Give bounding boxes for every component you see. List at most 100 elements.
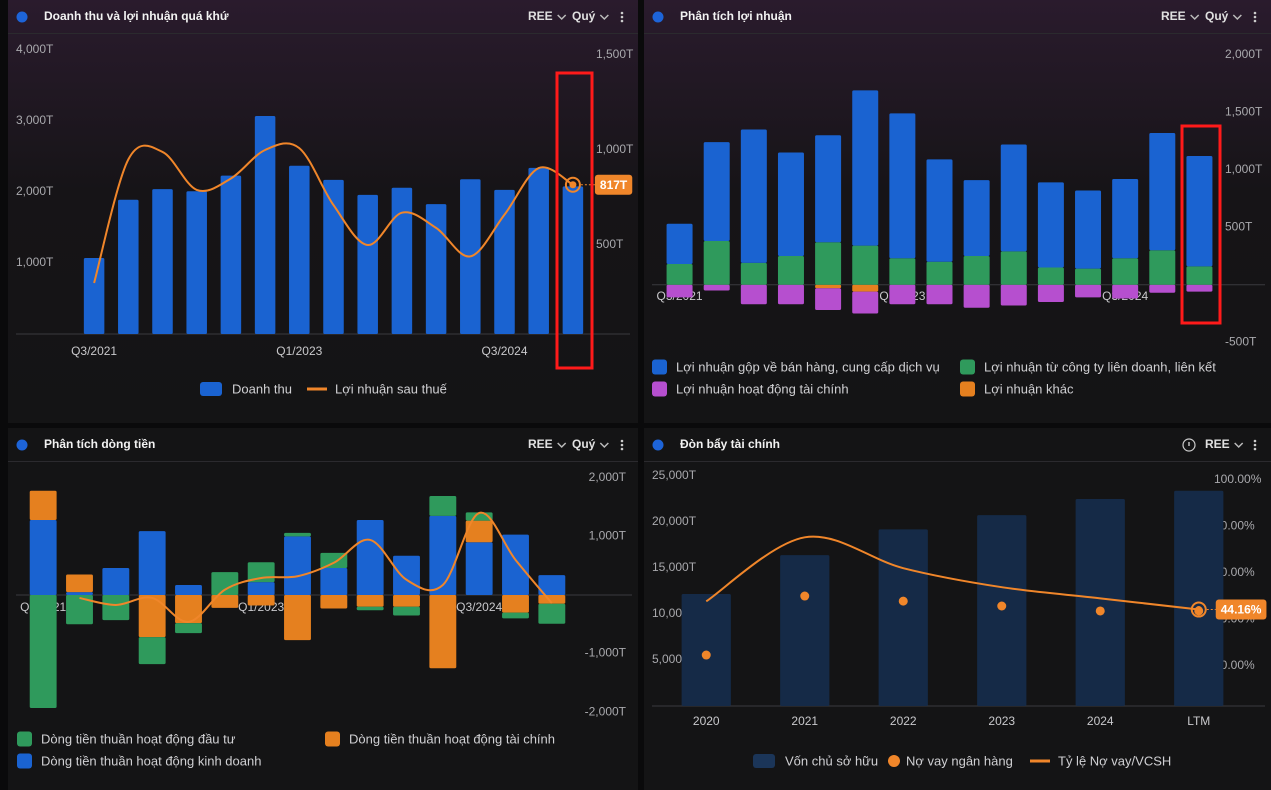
period-select[interactable]: Quý: [572, 9, 596, 23]
y-tick-label: 1,000T: [589, 529, 627, 543]
panel: [644, 428, 1271, 790]
legend-label[interactable]: Dòng tiền thuần hoạt động tài chính: [349, 731, 555, 746]
bar: [102, 595, 130, 621]
bar: [666, 264, 693, 285]
bar: [425, 204, 447, 334]
ticker-select[interactable]: REE: [528, 9, 553, 23]
bar: [66, 574, 93, 593]
legend-label[interactable]: Nợ vay ngân hàng: [906, 753, 1013, 768]
legend-swatch: [960, 381, 975, 397]
menu-icon[interactable]: [1253, 15, 1257, 19]
bar: [815, 135, 842, 243]
panel-title: Phân tích dòng tiền: [44, 437, 155, 451]
panel-icon: [652, 11, 664, 23]
y-tick-label: 15,000T: [652, 560, 697, 574]
y-tick-label: 500T: [596, 237, 624, 251]
menu-icon[interactable]: [1253, 447, 1257, 451]
y-tick-label: 1,000T: [596, 142, 634, 156]
legend-label[interactable]: Dòng tiền thuần hoạt động kinh doanh: [41, 753, 261, 768]
legend-swatch: [17, 731, 32, 747]
legend-label[interactable]: Tỷ lệ Nợ vay/VCSH: [1058, 753, 1171, 768]
bar: [429, 515, 457, 595]
bar: [357, 194, 378, 334]
dropdown-icon[interactable]: [599, 442, 609, 449]
legend-swatch: [652, 381, 667, 397]
legend-label[interactable]: Lợi nhuận sau thuế: [335, 381, 448, 396]
y-tick-label: -1,000T: [585, 646, 627, 660]
period-select[interactable]: Quý: [572, 437, 596, 451]
y-tick-label: 20,000T: [652, 514, 697, 528]
menu-icon[interactable]: [620, 439, 624, 443]
bar: [1075, 268, 1102, 285]
menu-icon[interactable]: [1253, 443, 1257, 447]
bar: [175, 623, 202, 634]
y-tick-label: 1,000T: [16, 255, 54, 269]
dropdown-icon[interactable]: [557, 14, 567, 21]
menu-icon[interactable]: [620, 19, 624, 23]
menu-icon[interactable]: [620, 443, 624, 447]
line: [93, 142, 574, 284]
point: [997, 601, 1007, 611]
bar: [66, 592, 93, 595]
panel-title: Doanh thu và lợi nhuận quá khứ: [44, 9, 229, 23]
legend-label[interactable]: Lợi nhuận từ công ty liên doanh, liên kế…: [984, 359, 1216, 374]
bar: [356, 520, 384, 595]
bar: [926, 261, 953, 285]
point: [1095, 606, 1105, 616]
x-tick-label: 2022: [890, 714, 917, 728]
value-label: 44.16%: [1221, 603, 1262, 617]
legend-label[interactable]: Lợi nhuận khác: [984, 381, 1074, 396]
bar: [494, 189, 515, 334]
bar: [29, 520, 57, 595]
bar: [1186, 155, 1213, 267]
bar: [963, 180, 990, 256]
panel-icon: [16, 11, 28, 23]
bar: [1186, 266, 1213, 285]
menu-icon[interactable]: [620, 15, 624, 19]
dropdown-icon[interactable]: [1190, 14, 1200, 21]
period-select[interactable]: Quý: [1205, 9, 1229, 23]
menu-icon[interactable]: [620, 11, 624, 15]
menu-icon[interactable]: [1253, 11, 1257, 15]
y-tick-label: -2,000T: [585, 704, 627, 718]
bar: [1037, 267, 1064, 285]
legend-label[interactable]: Doanh thu: [232, 381, 292, 396]
bar: [681, 594, 731, 706]
bar: [465, 520, 493, 543]
panel-icon: [16, 439, 28, 451]
bar: [1149, 250, 1176, 285]
ticker-select[interactable]: REE: [528, 437, 553, 451]
dropdown-icon[interactable]: [1232, 14, 1242, 21]
bar: [878, 529, 928, 706]
bar: [889, 258, 916, 285]
dropdown-icon[interactable]: [557, 442, 567, 449]
bar: [29, 595, 57, 709]
legend-label[interactable]: Dòng tiền thuần hoạt động đầu tư: [41, 731, 236, 746]
bar: [289, 165, 310, 334]
dropdown-icon[interactable]: [599, 14, 609, 21]
x-tick-label: 2024: [1087, 714, 1114, 728]
legend-label[interactable]: Lợi nhuận gộp về bán hàng, cung cấp dịch…: [676, 359, 940, 374]
info-icon[interactable]: [1182, 438, 1196, 452]
bar: [323, 179, 344, 334]
ticker-select[interactable]: REE: [1205, 437, 1230, 451]
panel-title: Phân tích lợi nhuận: [680, 9, 792, 23]
dropdown-icon[interactable]: [1234, 442, 1244, 449]
y-tick-label: 1,500T: [596, 47, 634, 61]
menu-icon[interactable]: [620, 447, 624, 451]
bar: [703, 241, 730, 285]
y-tick-label: 5,000T: [652, 652, 690, 666]
legend-label[interactable]: Lợi nhuận hoạt động tài chính: [676, 381, 849, 396]
bar: [815, 288, 842, 311]
y-tick-label: 25,000T: [652, 468, 697, 482]
bar: [211, 595, 239, 608]
menu-icon[interactable]: [1253, 19, 1257, 23]
legend-label[interactable]: Vốn chủ sở hữu: [785, 753, 878, 768]
bar: [356, 606, 384, 611]
ticker-select[interactable]: REE: [1161, 9, 1186, 23]
line: [79, 511, 553, 623]
panel-icon: [652, 439, 664, 451]
bar: [852, 291, 879, 314]
bar: [247, 595, 275, 606]
menu-icon[interactable]: [1253, 439, 1257, 443]
